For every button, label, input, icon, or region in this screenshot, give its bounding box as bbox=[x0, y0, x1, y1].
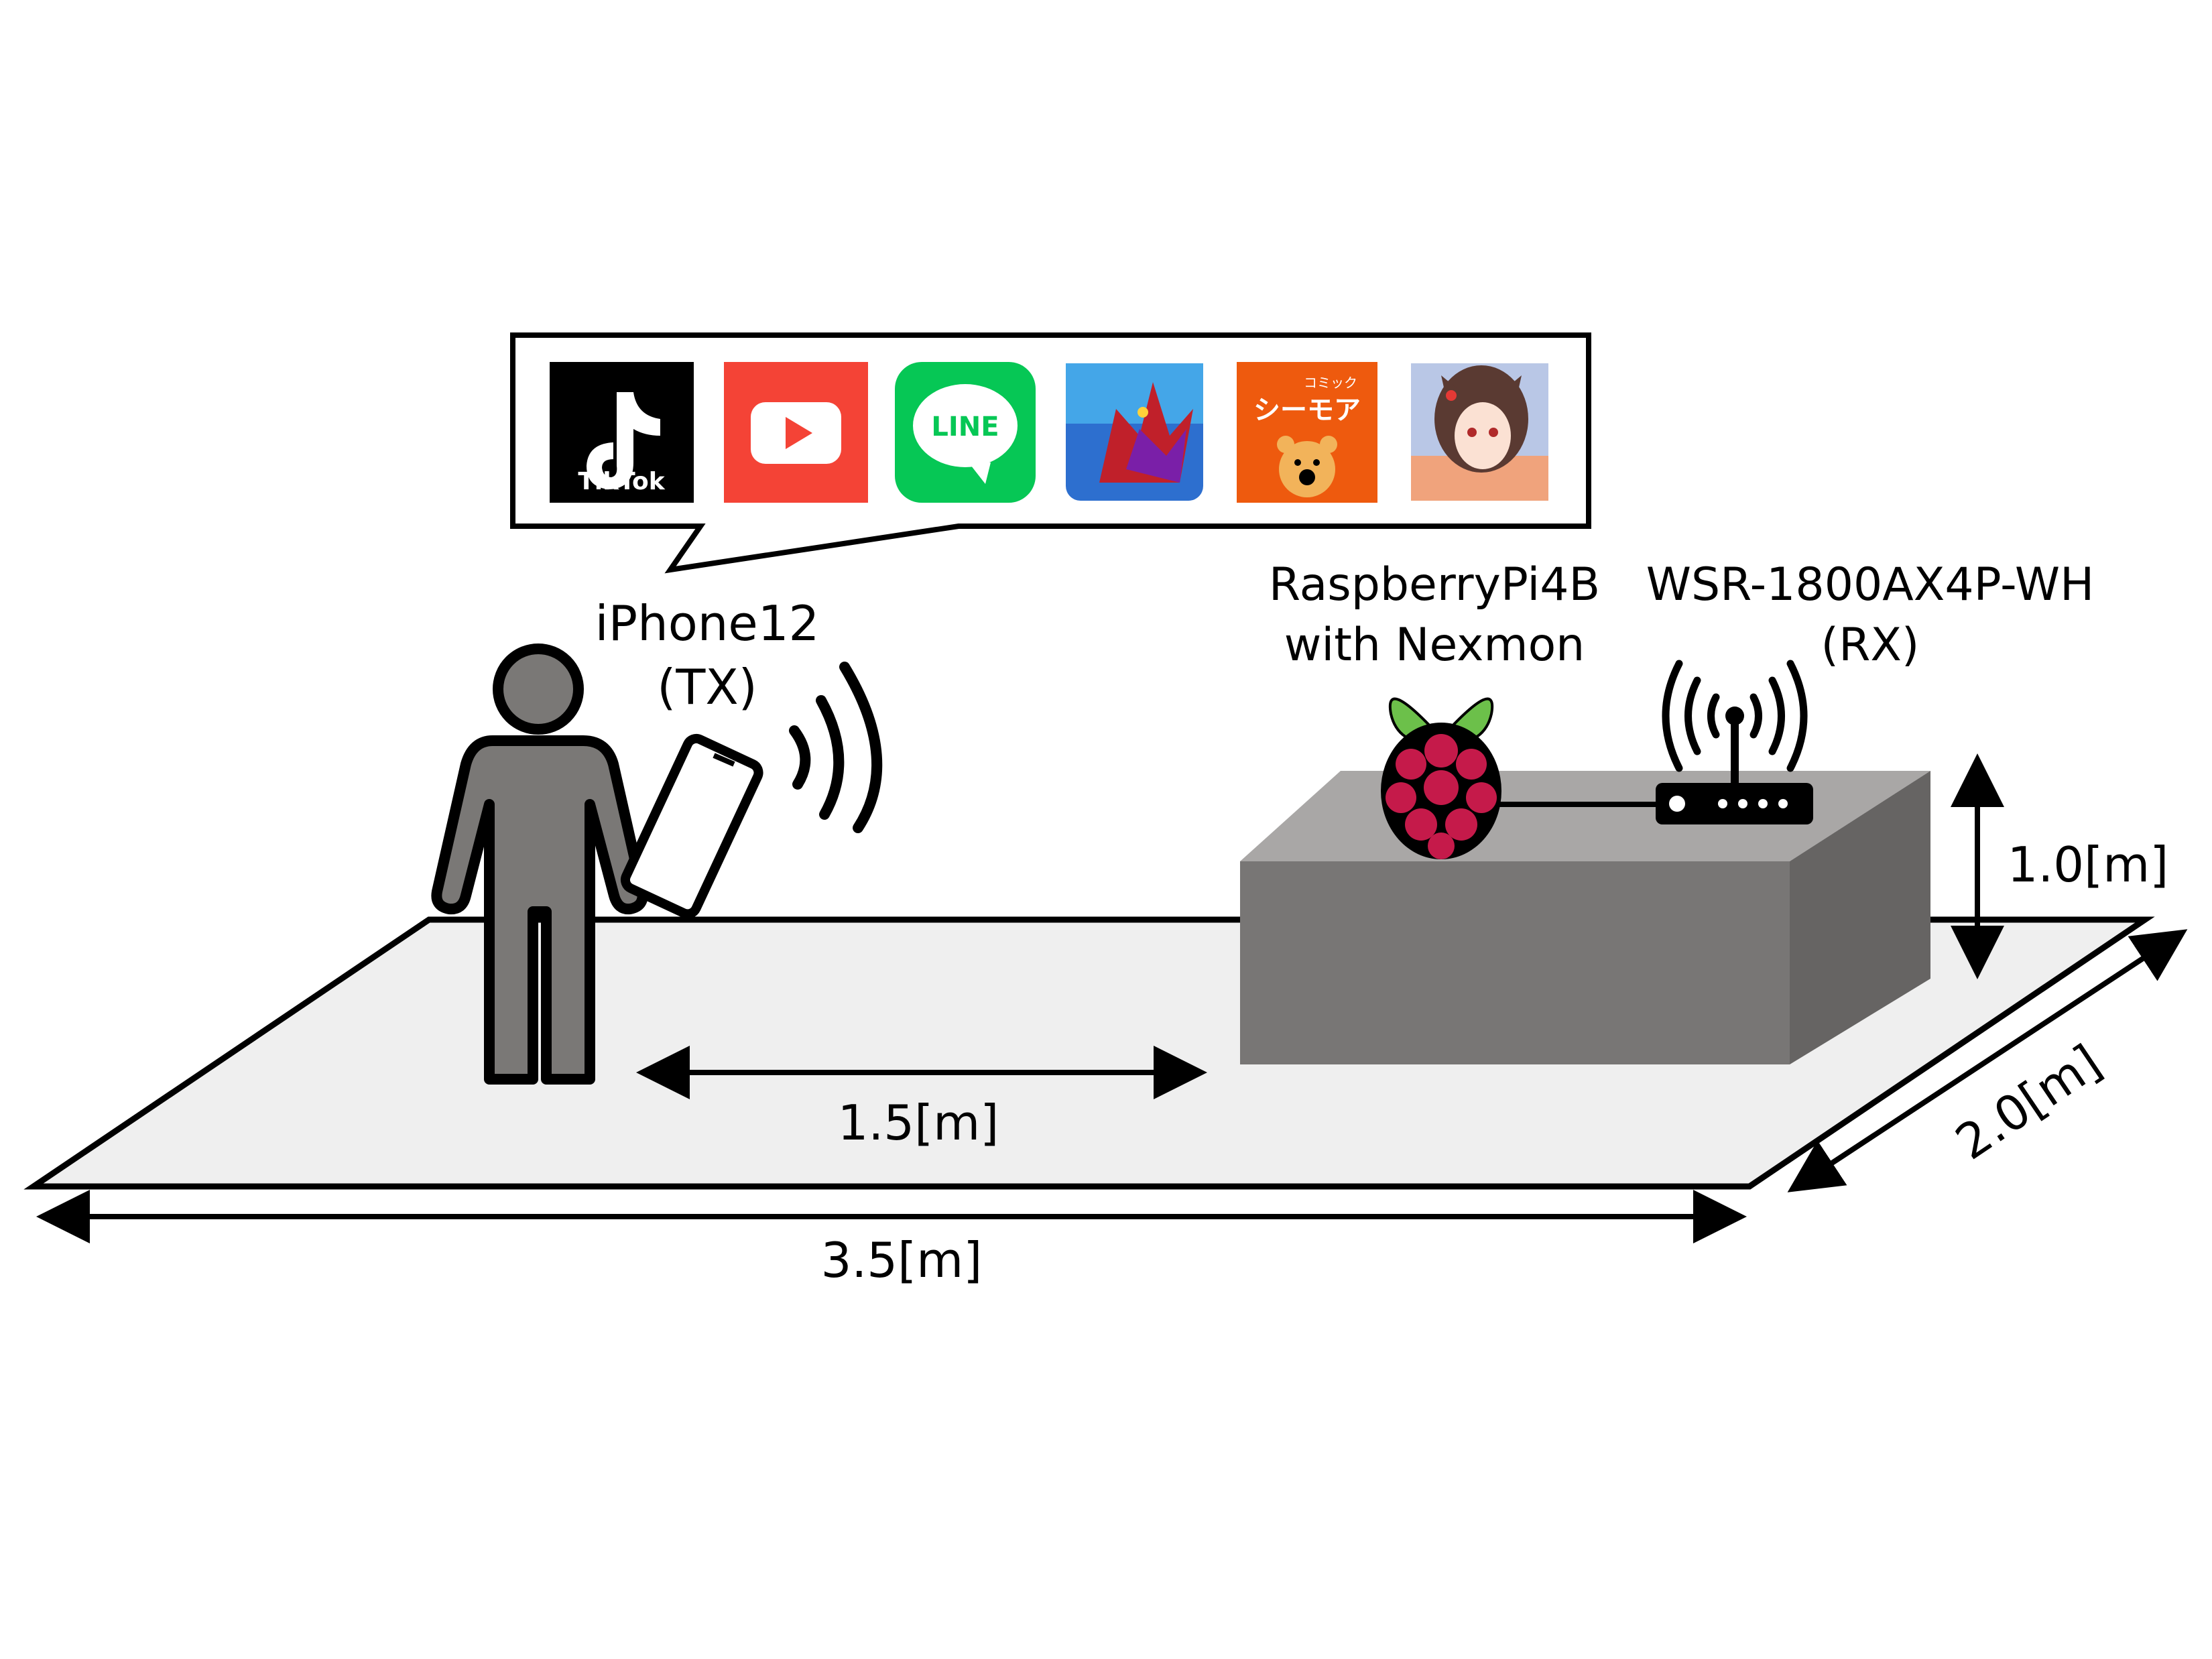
wifi-signal-icon bbox=[789, 662, 883, 833]
room-depth-label: 2.0[m] bbox=[1946, 1034, 2111, 1170]
puzzle-dragons-icon bbox=[1066, 363, 1203, 501]
tx-device-label: iPhone12 bbox=[595, 595, 820, 652]
rx-device-label: WSR-1800AX4P-WH bbox=[1646, 558, 2095, 611]
router-icon bbox=[1656, 660, 1813, 824]
distance-label: 1.5[m] bbox=[838, 1095, 999, 1151]
box-front bbox=[1240, 861, 1790, 1064]
phone-icon bbox=[620, 733, 763, 919]
room-width-label: 3.5[m] bbox=[821, 1232, 983, 1288]
anime-game-icon bbox=[1411, 363, 1548, 501]
cmoa-icon: コミック シーモア bbox=[1237, 362, 1377, 503]
room-depth-arrow bbox=[1787, 929, 2188, 1192]
cmoa-label-top: コミック bbox=[1304, 375, 1357, 391]
table-box bbox=[1240, 771, 1930, 1064]
youtube-icon bbox=[724, 362, 868, 503]
tiktok-icon: TikTok bbox=[550, 362, 694, 503]
person-icon bbox=[431, 643, 648, 1085]
tx-role-label: (TX) bbox=[657, 659, 757, 715]
rx-role-label: (RX) bbox=[1821, 619, 1920, 672]
tiktok-label: TikTok bbox=[578, 468, 665, 495]
raspberry-pi-icon bbox=[1381, 697, 1501, 859]
line-icon: LINE bbox=[895, 362, 1036, 503]
sniffer-label-line1: RaspberryPi4B bbox=[1269, 558, 1600, 611]
box-height-label: 1.0[m] bbox=[2008, 837, 2169, 893]
line-label: LINE bbox=[931, 412, 999, 442]
sniffer-label-line2: with Nexmon bbox=[1284, 619, 1585, 672]
cmoa-label-main: シーモア bbox=[1253, 395, 1361, 426]
